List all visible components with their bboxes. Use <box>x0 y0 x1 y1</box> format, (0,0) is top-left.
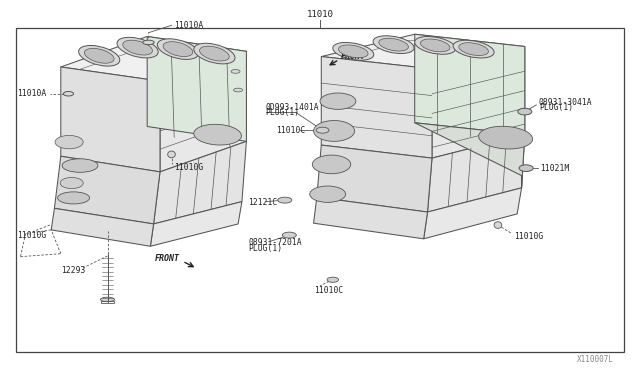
Ellipse shape <box>459 43 488 55</box>
Polygon shape <box>51 208 154 246</box>
Text: 08931-3041A: 08931-3041A <box>539 98 593 107</box>
Ellipse shape <box>55 135 83 149</box>
Ellipse shape <box>117 37 158 58</box>
Ellipse shape <box>420 39 450 52</box>
Ellipse shape <box>518 108 532 115</box>
Ellipse shape <box>231 70 240 73</box>
Bar <box>16 28 624 352</box>
Ellipse shape <box>62 159 98 172</box>
Text: PLUG(1): PLUG(1) <box>248 244 282 253</box>
Polygon shape <box>160 51 246 172</box>
Ellipse shape <box>157 39 198 60</box>
Polygon shape <box>415 123 525 188</box>
Polygon shape <box>54 156 160 224</box>
Text: 11010A: 11010A <box>174 21 204 30</box>
Ellipse shape <box>519 165 533 171</box>
Polygon shape <box>154 141 246 224</box>
Ellipse shape <box>168 151 175 158</box>
Polygon shape <box>432 46 525 158</box>
Polygon shape <box>314 197 428 239</box>
Ellipse shape <box>379 38 408 51</box>
Ellipse shape <box>60 177 83 189</box>
Text: 11010C: 11010C <box>276 126 306 135</box>
Ellipse shape <box>282 232 296 238</box>
Polygon shape <box>321 57 432 158</box>
Polygon shape <box>424 188 522 239</box>
Ellipse shape <box>314 121 355 141</box>
Text: PLUG(1): PLUG(1) <box>539 103 573 112</box>
Ellipse shape <box>84 48 114 63</box>
Text: X110007L: X110007L <box>577 355 614 364</box>
Ellipse shape <box>333 42 374 60</box>
Ellipse shape <box>479 126 532 149</box>
Ellipse shape <box>327 277 339 282</box>
Ellipse shape <box>143 40 154 45</box>
Polygon shape <box>61 36 246 81</box>
Text: 11010G: 11010G <box>515 232 544 241</box>
Ellipse shape <box>194 124 241 145</box>
Text: 11010G: 11010G <box>174 163 204 172</box>
Ellipse shape <box>58 192 90 204</box>
Ellipse shape <box>310 186 346 202</box>
Ellipse shape <box>373 36 414 54</box>
Text: 11010A: 11010A <box>17 89 46 98</box>
Polygon shape <box>317 145 432 212</box>
Text: 08931-7201A: 08931-7201A <box>248 238 302 247</box>
Ellipse shape <box>316 127 329 133</box>
Text: 0D993-1401A: 0D993-1401A <box>266 103 319 112</box>
Ellipse shape <box>320 93 356 109</box>
Text: 11010: 11010 <box>307 10 333 19</box>
Ellipse shape <box>234 88 243 92</box>
Ellipse shape <box>339 45 368 58</box>
Text: 11010C: 11010C <box>314 286 343 295</box>
Text: FRONT: FRONT <box>340 52 365 61</box>
Ellipse shape <box>100 297 115 302</box>
Ellipse shape <box>200 46 229 61</box>
Ellipse shape <box>79 45 120 66</box>
Polygon shape <box>61 67 160 172</box>
Text: 12293: 12293 <box>61 266 85 275</box>
Ellipse shape <box>194 43 235 64</box>
Ellipse shape <box>453 40 494 58</box>
Ellipse shape <box>163 42 193 57</box>
Ellipse shape <box>312 155 351 174</box>
Text: 11010G: 11010G <box>17 231 46 240</box>
Polygon shape <box>415 34 525 135</box>
Polygon shape <box>321 34 525 69</box>
Text: PLUG(1): PLUG(1) <box>266 108 300 117</box>
Ellipse shape <box>123 40 152 55</box>
Ellipse shape <box>278 197 292 203</box>
Text: 12121C: 12121C <box>248 198 278 207</box>
Text: FRONT: FRONT <box>155 254 180 263</box>
Polygon shape <box>428 135 525 212</box>
Ellipse shape <box>63 92 74 96</box>
Polygon shape <box>150 202 242 246</box>
Ellipse shape <box>415 36 456 54</box>
Polygon shape <box>147 36 246 141</box>
Text: 11021M: 11021M <box>540 164 570 173</box>
Ellipse shape <box>494 222 502 228</box>
